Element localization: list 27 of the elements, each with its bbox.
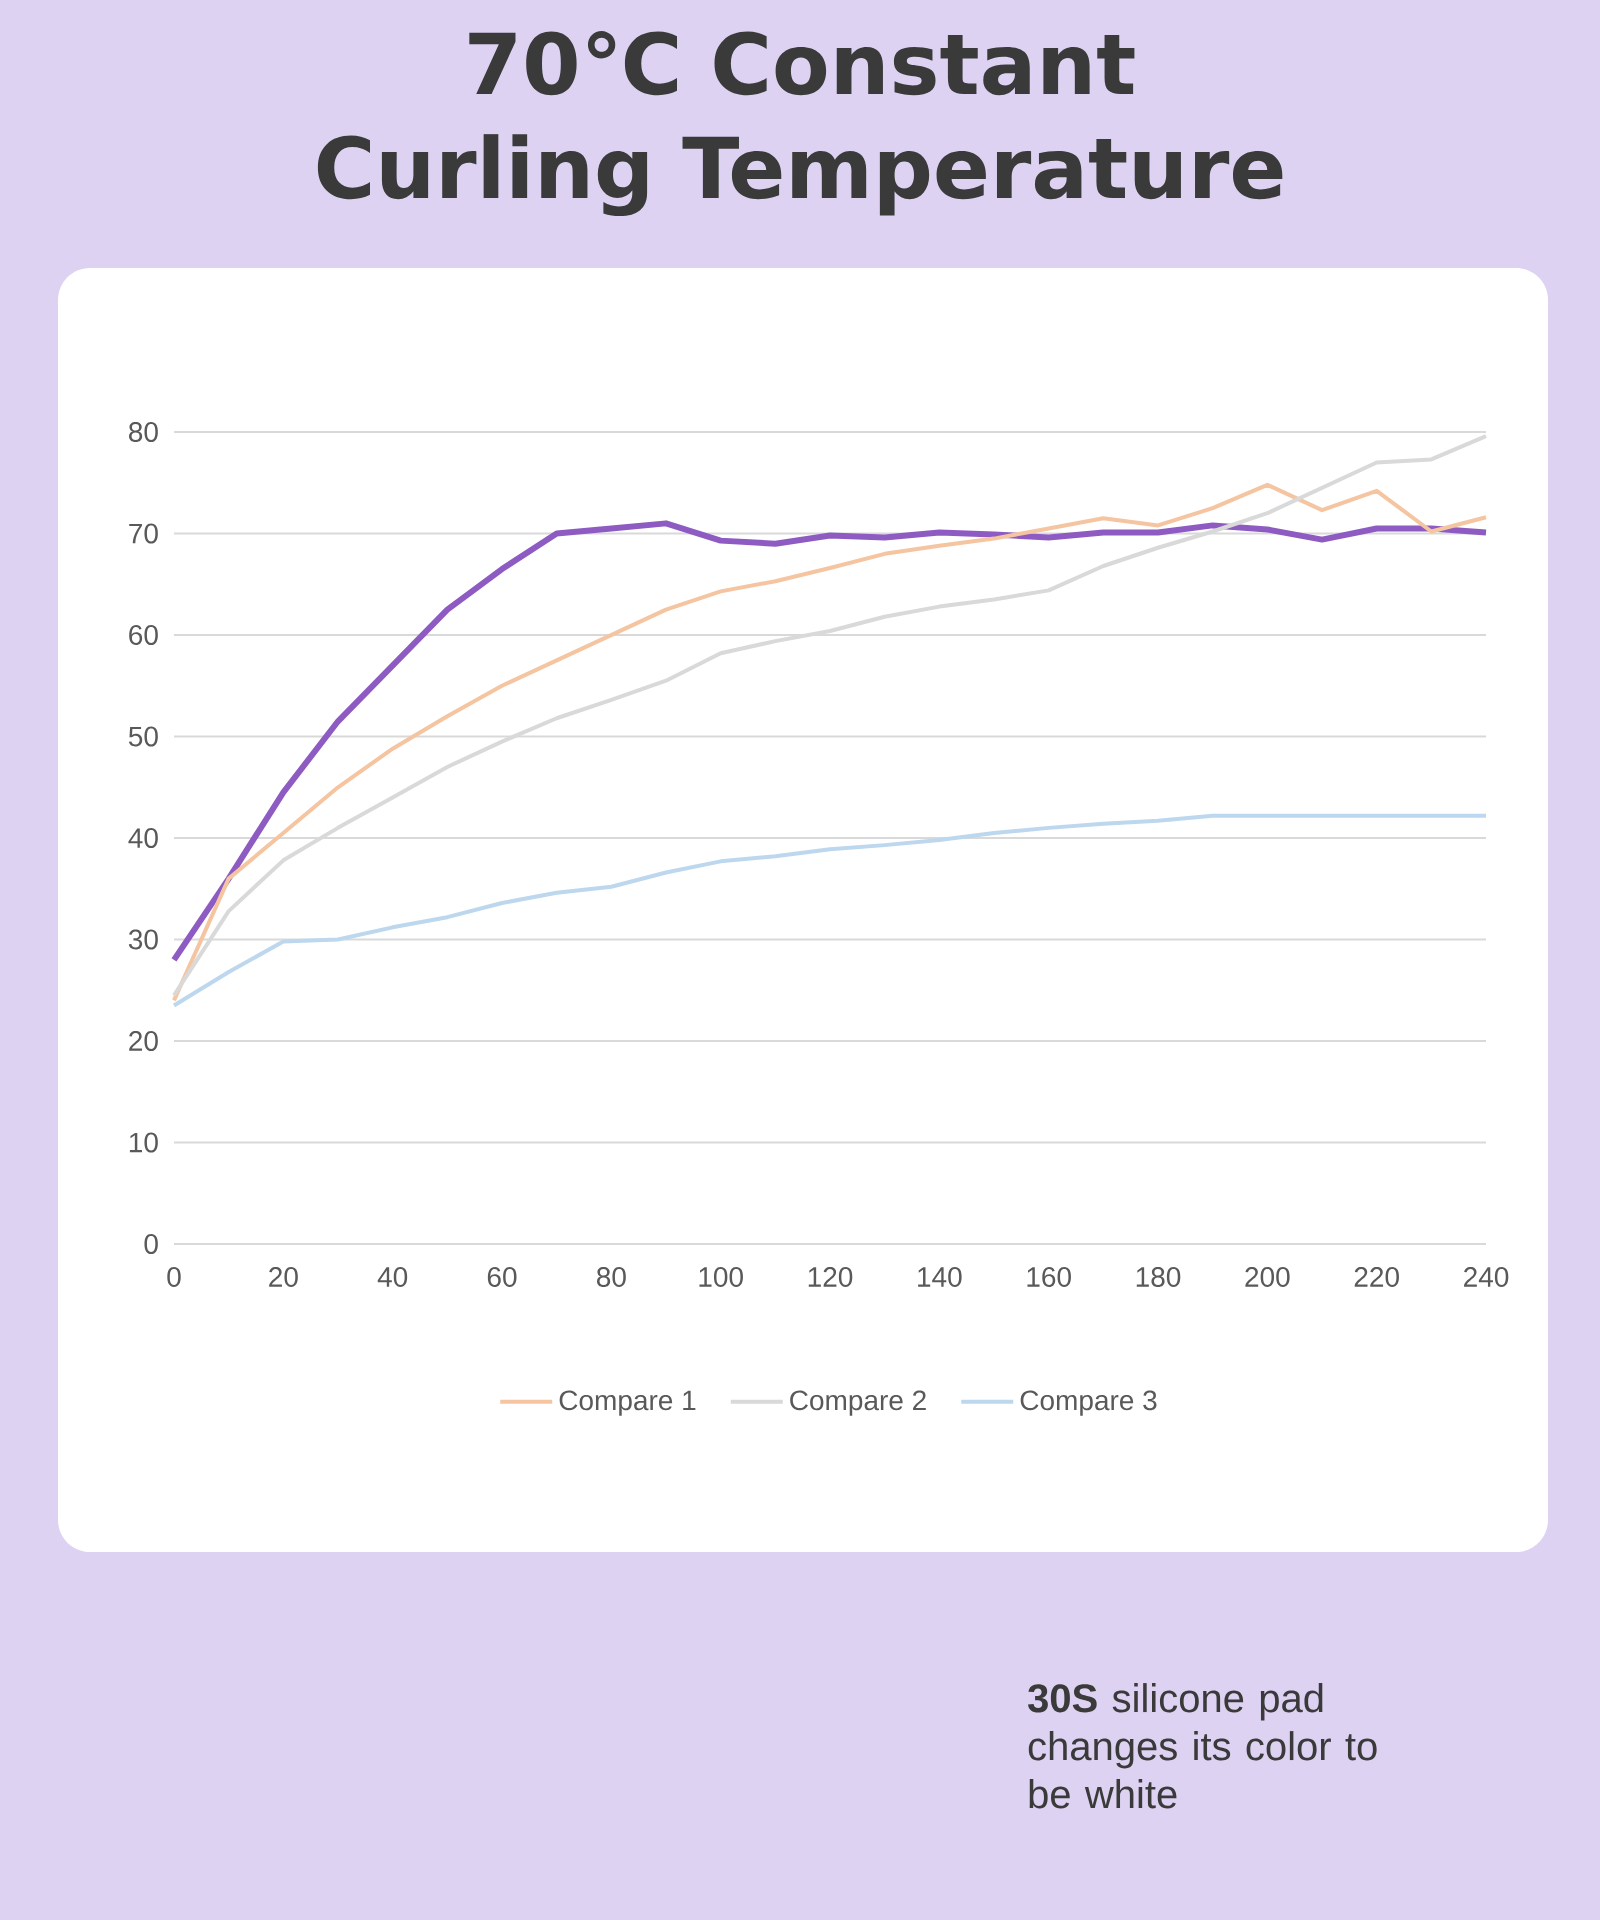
x-tick-label: 240 <box>1464 1267 1509 1287</box>
x-tick-label: 200 <box>1245 1267 1290 1287</box>
x-tick-label: 20 <box>269 1267 298 1287</box>
x-tick-label: 140 <box>918 1267 962 1287</box>
legend-label: Compare 1 <box>559 1390 696 1416</box>
x-tick-label: 100 <box>699 1267 743 1287</box>
y-tick-label: 50 <box>128 726 158 747</box>
legend-label: Compare 3 <box>1020 1390 1157 1416</box>
y-tick-label: 80 <box>129 422 158 442</box>
legend-label: Compare 2 <box>790 1390 926 1416</box>
x-tick-label: 160 <box>1027 1267 1071 1287</box>
x-tick-label: 40 <box>377 1267 408 1287</box>
chart-title: 70℃ Constant Curling Temperature <box>317 31 1283 217</box>
y-tick-label: 60 <box>129 625 158 645</box>
y-tick-label: 10 <box>129 1132 158 1153</box>
x-tick-label: 180 <box>1136 1267 1181 1287</box>
y-tick-label: 40 <box>128 828 158 848</box>
x-tick-label: 0 <box>167 1267 181 1287</box>
y-tick-label: 20 <box>129 1031 158 1051</box>
x-tick-label: 220 <box>1354 1267 1399 1287</box>
x-tick-label: 80 <box>596 1267 626 1287</box>
x-tick-label: 120 <box>808 1267 853 1287</box>
text: 30S silicone pad changes its color to be white <box>1027 1683 1377 1809</box>
y-tick-label: 30 <box>128 929 158 950</box>
x-tick-label: 60 <box>487 1267 517 1287</box>
y-tick-label: 70 <box>129 523 158 544</box>
y-tick-label: 0 <box>144 1234 158 1254</box>
